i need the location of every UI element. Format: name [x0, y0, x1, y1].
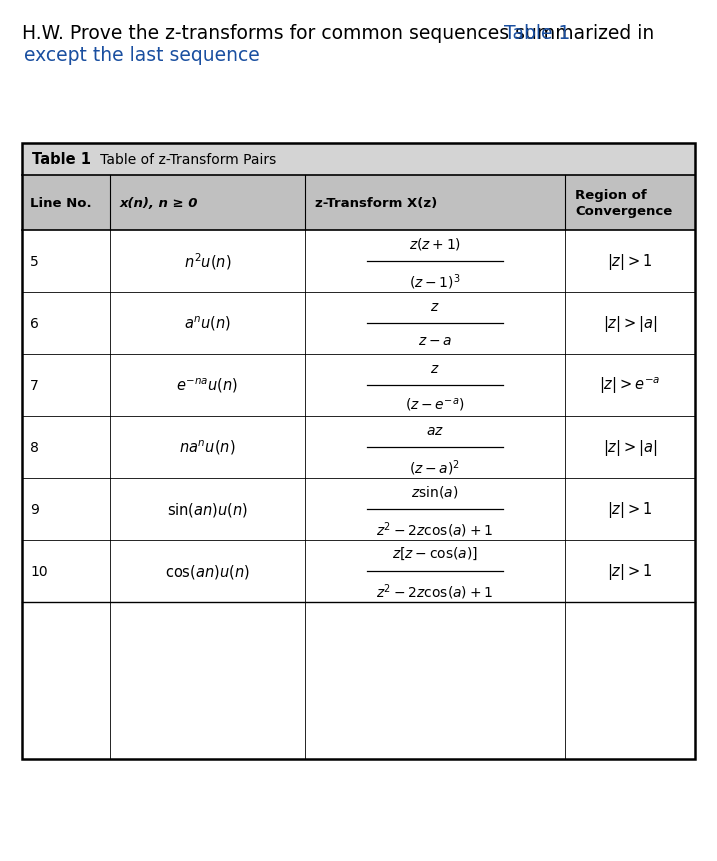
Text: 6: 6: [30, 317, 39, 331]
Text: $z-a$: $z-a$: [418, 333, 452, 348]
Text: $(z-a)^2$: $(z-a)^2$: [409, 457, 460, 477]
Text: Line No.: Line No.: [30, 197, 92, 210]
Text: z-Transform X(z): z-Transform X(z): [315, 197, 437, 210]
Bar: [22, 293, 695, 355]
Text: except the last sequence: except the last sequence: [24, 46, 260, 65]
Text: $|z|>1$: $|z|>1$: [607, 251, 652, 272]
Text: $|z|>1$: $|z|>1$: [607, 561, 652, 581]
Text: $z^2-2z\cos(a)+1$: $z^2-2z\cos(a)+1$: [376, 519, 493, 539]
Text: $z^2-2z\cos(a)+1$: $z^2-2z\cos(a)+1$: [376, 581, 493, 601]
Bar: [22, 144, 695, 759]
Bar: [22, 176, 695, 231]
Bar: [22, 417, 695, 479]
Text: Table 1: Table 1: [504, 24, 570, 43]
Text: x(n), n ≥ 0: x(n), n ≥ 0: [120, 197, 199, 210]
Text: $(z-e^{-a})$: $(z-e^{-a})$: [405, 395, 465, 412]
Text: $a^n u(n)$: $a^n u(n)$: [184, 314, 231, 333]
Text: $|z|>|a|$: $|z|>|a|$: [603, 437, 657, 457]
Text: Table of z-Transform Pairs: Table of z-Transform Pairs: [87, 152, 276, 167]
Text: $\cos(an)u(n)$: $\cos(an)u(n)$: [165, 562, 250, 580]
Text: 8: 8: [30, 441, 39, 455]
Text: 10: 10: [30, 564, 47, 579]
Bar: [22, 231, 695, 293]
Text: Region of
Convergence: Region of Convergence: [575, 189, 673, 217]
Bar: [22, 144, 695, 176]
Text: $|z|>e^{-a}$: $|z|>e^{-a}$: [599, 375, 660, 396]
Bar: [22, 541, 695, 603]
Text: $z\sin(a)$: $z\sin(a)$: [412, 483, 459, 499]
Text: 7: 7: [30, 379, 39, 393]
Text: $z(z+1)$: $z(z+1)$: [409, 236, 461, 251]
Text: $z$: $z$: [430, 362, 440, 375]
Text: Table 1: Table 1: [32, 152, 91, 167]
Text: $z[z-\cos(a)]$: $z[z-\cos(a)]$: [392, 545, 478, 561]
Text: $n^2u(n)$: $n^2u(n)$: [184, 251, 232, 272]
Text: $na^n u(n)$: $na^n u(n)$: [179, 438, 236, 457]
Bar: [22, 355, 695, 417]
Text: $az$: $az$: [426, 424, 444, 437]
Text: $|z|>|a|$: $|z|>|a|$: [603, 313, 657, 333]
Text: $|z|>1$: $|z|>1$: [607, 499, 652, 519]
Text: H.W. Prove the z-transforms for common sequences summarized in: H.W. Prove the z-transforms for common s…: [22, 24, 660, 43]
Text: $(z-1)^3$: $(z-1)^3$: [409, 272, 461, 291]
Text: 5: 5: [30, 255, 39, 269]
Text: 9: 9: [30, 503, 39, 517]
Bar: [22, 479, 695, 541]
Text: $e^{-na}u(n)$: $e^{-na}u(n)$: [176, 376, 239, 395]
Text: $z$: $z$: [430, 300, 440, 313]
Text: $\sin(an)u(n)$: $\sin(an)u(n)$: [167, 500, 248, 518]
